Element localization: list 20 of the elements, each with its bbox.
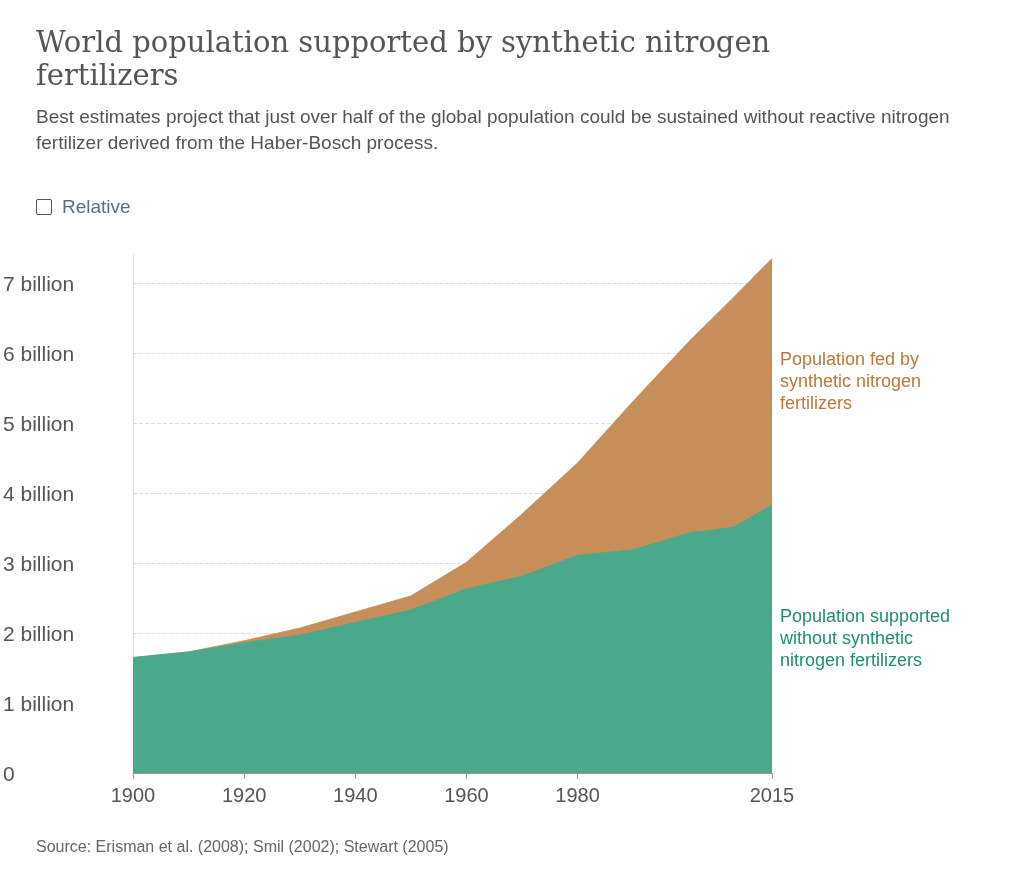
y-tick-label: 7 billion <box>3 271 75 295</box>
x-tick-label: 2015 <box>749 784 795 806</box>
chart-subtitle: Best estimates project that just over half of the global population could be sustained without reactive nitrogen fertilizer derived from the Haber-Bosch process. <box>36 105 951 155</box>
x-tick-label: 1960 <box>444 784 489 806</box>
y-tick-label: 5 billion <box>3 411 75 435</box>
y-tick-label: 0 <box>3 761 15 785</box>
x-tick-label: 1920 <box>221 784 267 806</box>
chart-title: World population supported by synthetic nitrogen fertilizers <box>36 25 772 92</box>
y-tick-label: 1 billion <box>3 691 75 715</box>
y-tick-label: 6 billion <box>3 341 75 365</box>
source-note: Source: Erisman et al. (2008); Smil (2002); Stewart (2005) <box>36 838 449 856</box>
x-tick-label: 1900 <box>110 784 156 806</box>
text: Relative <box>62 196 131 218</box>
series-label: Population supported without synthetic nitrogen fertilizers <box>779 605 956 670</box>
x-tick-label: 1940 <box>333 784 378 806</box>
series-label: Population fed by synthetic nitrogen fertilizers <box>780 348 927 413</box>
x-tick-label: 1980 <box>555 784 600 806</box>
y-tick-label: 4 billion <box>3 481 75 505</box>
y-tick-label: 3 billion <box>3 551 75 575</box>
y-tick-label: 2 billion <box>3 621 75 645</box>
